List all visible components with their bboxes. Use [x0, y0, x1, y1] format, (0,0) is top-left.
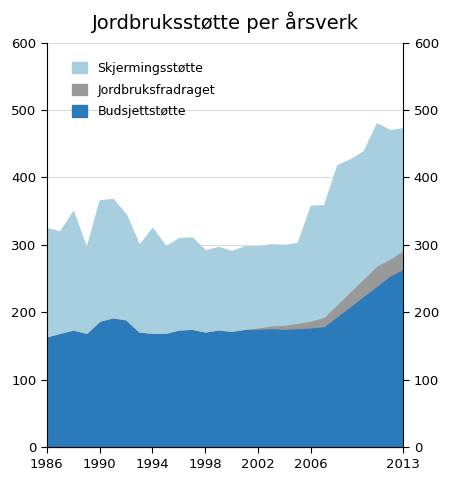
Legend: Skjermingsstøtte, Jordbruksfradraget, Budsjettstøtte: Skjermingsstøtte, Jordbruksfradraget, Bu…	[68, 57, 220, 123]
Title: Jordbruksstøtte per årsverk: Jordbruksstøtte per årsverk	[91, 11, 359, 33]
